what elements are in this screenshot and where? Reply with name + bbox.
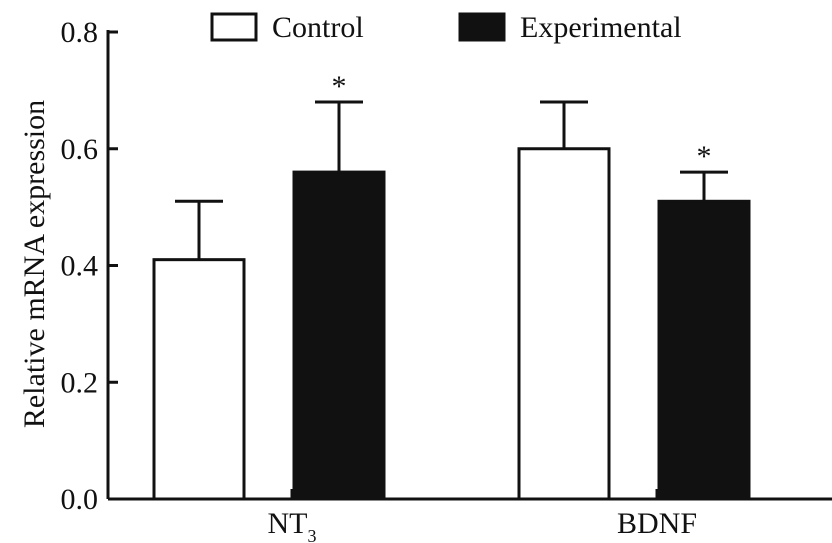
x-tick-label-text: NT (268, 507, 308, 540)
y-tick-label: 0.6 (61, 133, 99, 166)
bar-experimental-0 (292, 170, 386, 501)
chart-legend: Control Experimental (210, 11, 682, 44)
legend-label-control: Control (272, 11, 364, 44)
significance-marker: * (332, 70, 347, 103)
bar-control-0 (152, 258, 246, 501)
legend-label-experimental: Experimental (520, 11, 682, 44)
bar-control-1 (517, 147, 611, 501)
y-tick-label: 0.0 (61, 483, 99, 516)
x-tick-label-text: BDNF (617, 507, 697, 540)
significance-marker: * (697, 140, 712, 173)
chart-axes: 0.0 0.2 0.4 0.6 0.8 NT3 BDNF (61, 16, 832, 543)
x-tick-label: NT3 (268, 507, 317, 543)
legend-swatch-control (210, 12, 258, 42)
y-tick-label: 0.4 (61, 250, 99, 283)
x-tick-label: BDNF (617, 507, 697, 540)
y-axis-title: Relative mRNA expression (18, 100, 51, 428)
y-tick-label: 0.2 (61, 366, 99, 399)
x-tick-label-subscript: 3 (308, 526, 317, 543)
chart-bars: ** (152, 70, 751, 501)
legend-swatch-experimental (458, 12, 506, 42)
bar-experimental-1 (657, 199, 751, 501)
y-tick-label: 0.8 (61, 16, 99, 49)
